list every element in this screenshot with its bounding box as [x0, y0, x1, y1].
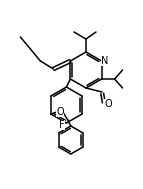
- Text: N: N: [101, 56, 109, 66]
- Text: O: O: [56, 107, 64, 117]
- Text: O: O: [104, 99, 112, 109]
- Text: F: F: [59, 120, 64, 130]
